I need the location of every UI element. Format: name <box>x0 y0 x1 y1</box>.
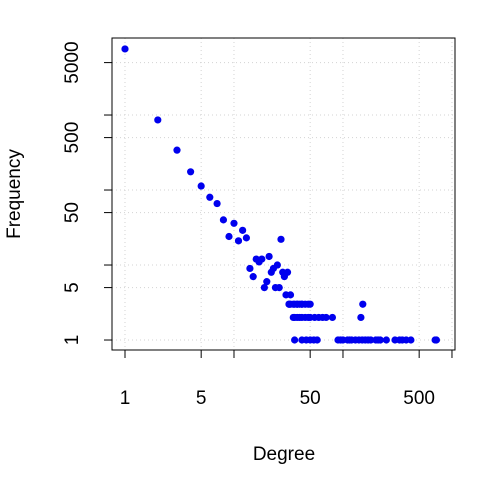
point <box>246 264 254 273</box>
point <box>187 168 195 176</box>
point <box>260 283 268 292</box>
point <box>277 235 285 243</box>
x-tick-label: 50 <box>300 388 321 409</box>
x-axis-title: Degree <box>253 444 315 465</box>
y-tick-label: 1 <box>62 335 83 346</box>
point <box>263 278 271 286</box>
y-tick-label: 500 <box>62 122 83 154</box>
point <box>275 283 283 292</box>
point <box>432 336 441 344</box>
point <box>273 261 281 269</box>
point <box>283 268 292 276</box>
point <box>154 116 162 124</box>
point <box>322 313 330 322</box>
point <box>328 313 337 322</box>
point <box>239 226 247 234</box>
point <box>407 336 415 344</box>
point <box>219 216 228 224</box>
point <box>376 336 384 344</box>
x-tick-label: 500 <box>403 388 435 409</box>
point <box>225 232 233 241</box>
point <box>258 255 266 263</box>
point <box>234 237 243 245</box>
point <box>304 300 312 308</box>
point <box>249 273 257 281</box>
point <box>242 234 251 242</box>
point <box>121 45 129 53</box>
point <box>313 336 321 344</box>
point <box>359 300 367 308</box>
point <box>367 336 375 344</box>
point <box>265 252 273 261</box>
point <box>298 300 306 308</box>
y-tick-label: 50 <box>62 202 83 223</box>
point <box>213 199 221 208</box>
point <box>173 146 181 154</box>
point <box>197 182 205 190</box>
point <box>291 336 299 344</box>
x-tick-label: 5 <box>196 388 207 409</box>
y-tick-label: 5 <box>62 282 83 293</box>
y-axis-title: Frequency <box>4 149 25 239</box>
x-tick-label: 1 <box>120 388 131 409</box>
point <box>230 219 238 227</box>
point <box>357 313 365 322</box>
point <box>206 193 214 201</box>
plot-frame <box>111 37 456 351</box>
point <box>286 291 295 299</box>
y-tick-label: 5000 <box>62 41 83 83</box>
point <box>382 336 390 344</box>
